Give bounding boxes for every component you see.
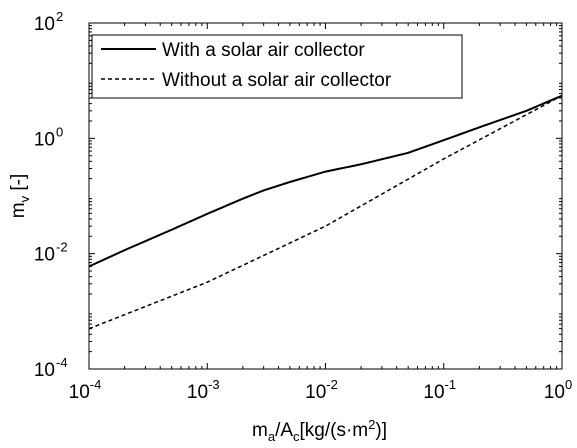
- minor-ticks: [89, 23, 562, 369]
- series-with-collector-line: [88, 94, 563, 268]
- y-tick-label: 102: [34, 9, 63, 35]
- x-axis-label-part3: [kg/(s·m: [300, 420, 369, 441]
- x-tick-exponent: -4: [90, 377, 102, 392]
- y-axis-label-part1: m: [8, 202, 29, 218]
- x-axis-label-sub2: c: [293, 429, 300, 444]
- x-tick-exponent: -2: [326, 377, 338, 392]
- x-axis-label: ma/Ac[kg/(s·m2)]: [252, 417, 387, 444]
- x-tick-group: 10-4 10-3 10-2 10-1 100: [69, 23, 572, 403]
- y-tick-exponent: -2: [56, 240, 68, 255]
- y-tick-base: 10: [34, 245, 55, 266]
- x-tick-label: 100: [544, 377, 572, 403]
- y-tick-label: 10-2: [34, 240, 68, 266]
- x-tick-label: 10-3: [187, 377, 220, 403]
- y-tick-exponent: 2: [56, 9, 63, 24]
- x-tick-label: 10-2: [305, 377, 338, 403]
- x-tick-base: 10: [305, 382, 326, 403]
- legend-label-with-collector: With a solar air collector: [162, 40, 365, 61]
- x-tick-base: 10: [423, 382, 444, 403]
- x-axis-label-part4: )]: [375, 420, 387, 441]
- legend-label-without-collector: Without a solar air collector: [162, 70, 392, 91]
- legend-box: [91, 34, 463, 99]
- y-axis-label-sub1: v: [17, 195, 32, 202]
- series-layer: [88, 94, 563, 330]
- series-without-collector-line: [88, 94, 563, 330]
- y-tick-label: 100: [34, 124, 63, 150]
- x-axis-label-sub1: a: [268, 429, 276, 444]
- y-tick-base: 10: [34, 360, 55, 381]
- x-tick-exponent: 0: [565, 377, 572, 392]
- y-tick-exponent: 0: [56, 124, 63, 139]
- y-tick-exponent: -4: [56, 355, 68, 370]
- x-tick-label: 10-1: [423, 377, 456, 403]
- y-tick-base: 10: [34, 14, 55, 35]
- x-axis-label-part1: m: [252, 420, 268, 441]
- x-axis-label-part2: /A: [275, 420, 293, 441]
- x-axis-label-sup: 2: [368, 417, 375, 432]
- x-tick-exponent: -3: [208, 377, 220, 392]
- x-tick-exponent: -1: [445, 377, 457, 392]
- y-axis-label-part2: [-]: [8, 174, 29, 196]
- x-tick-label: 10-4: [69, 377, 102, 403]
- x-tick-base: 10: [544, 382, 565, 403]
- x-tick-base: 10: [187, 382, 208, 403]
- y-tick-base: 10: [34, 129, 55, 150]
- x-tick-base: 10: [69, 382, 90, 403]
- y-axis-label: mv [-]: [8, 174, 32, 219]
- legend: With a solar air collector Without a sol…: [91, 34, 463, 99]
- y-tick-label: 10-4: [34, 355, 68, 381]
